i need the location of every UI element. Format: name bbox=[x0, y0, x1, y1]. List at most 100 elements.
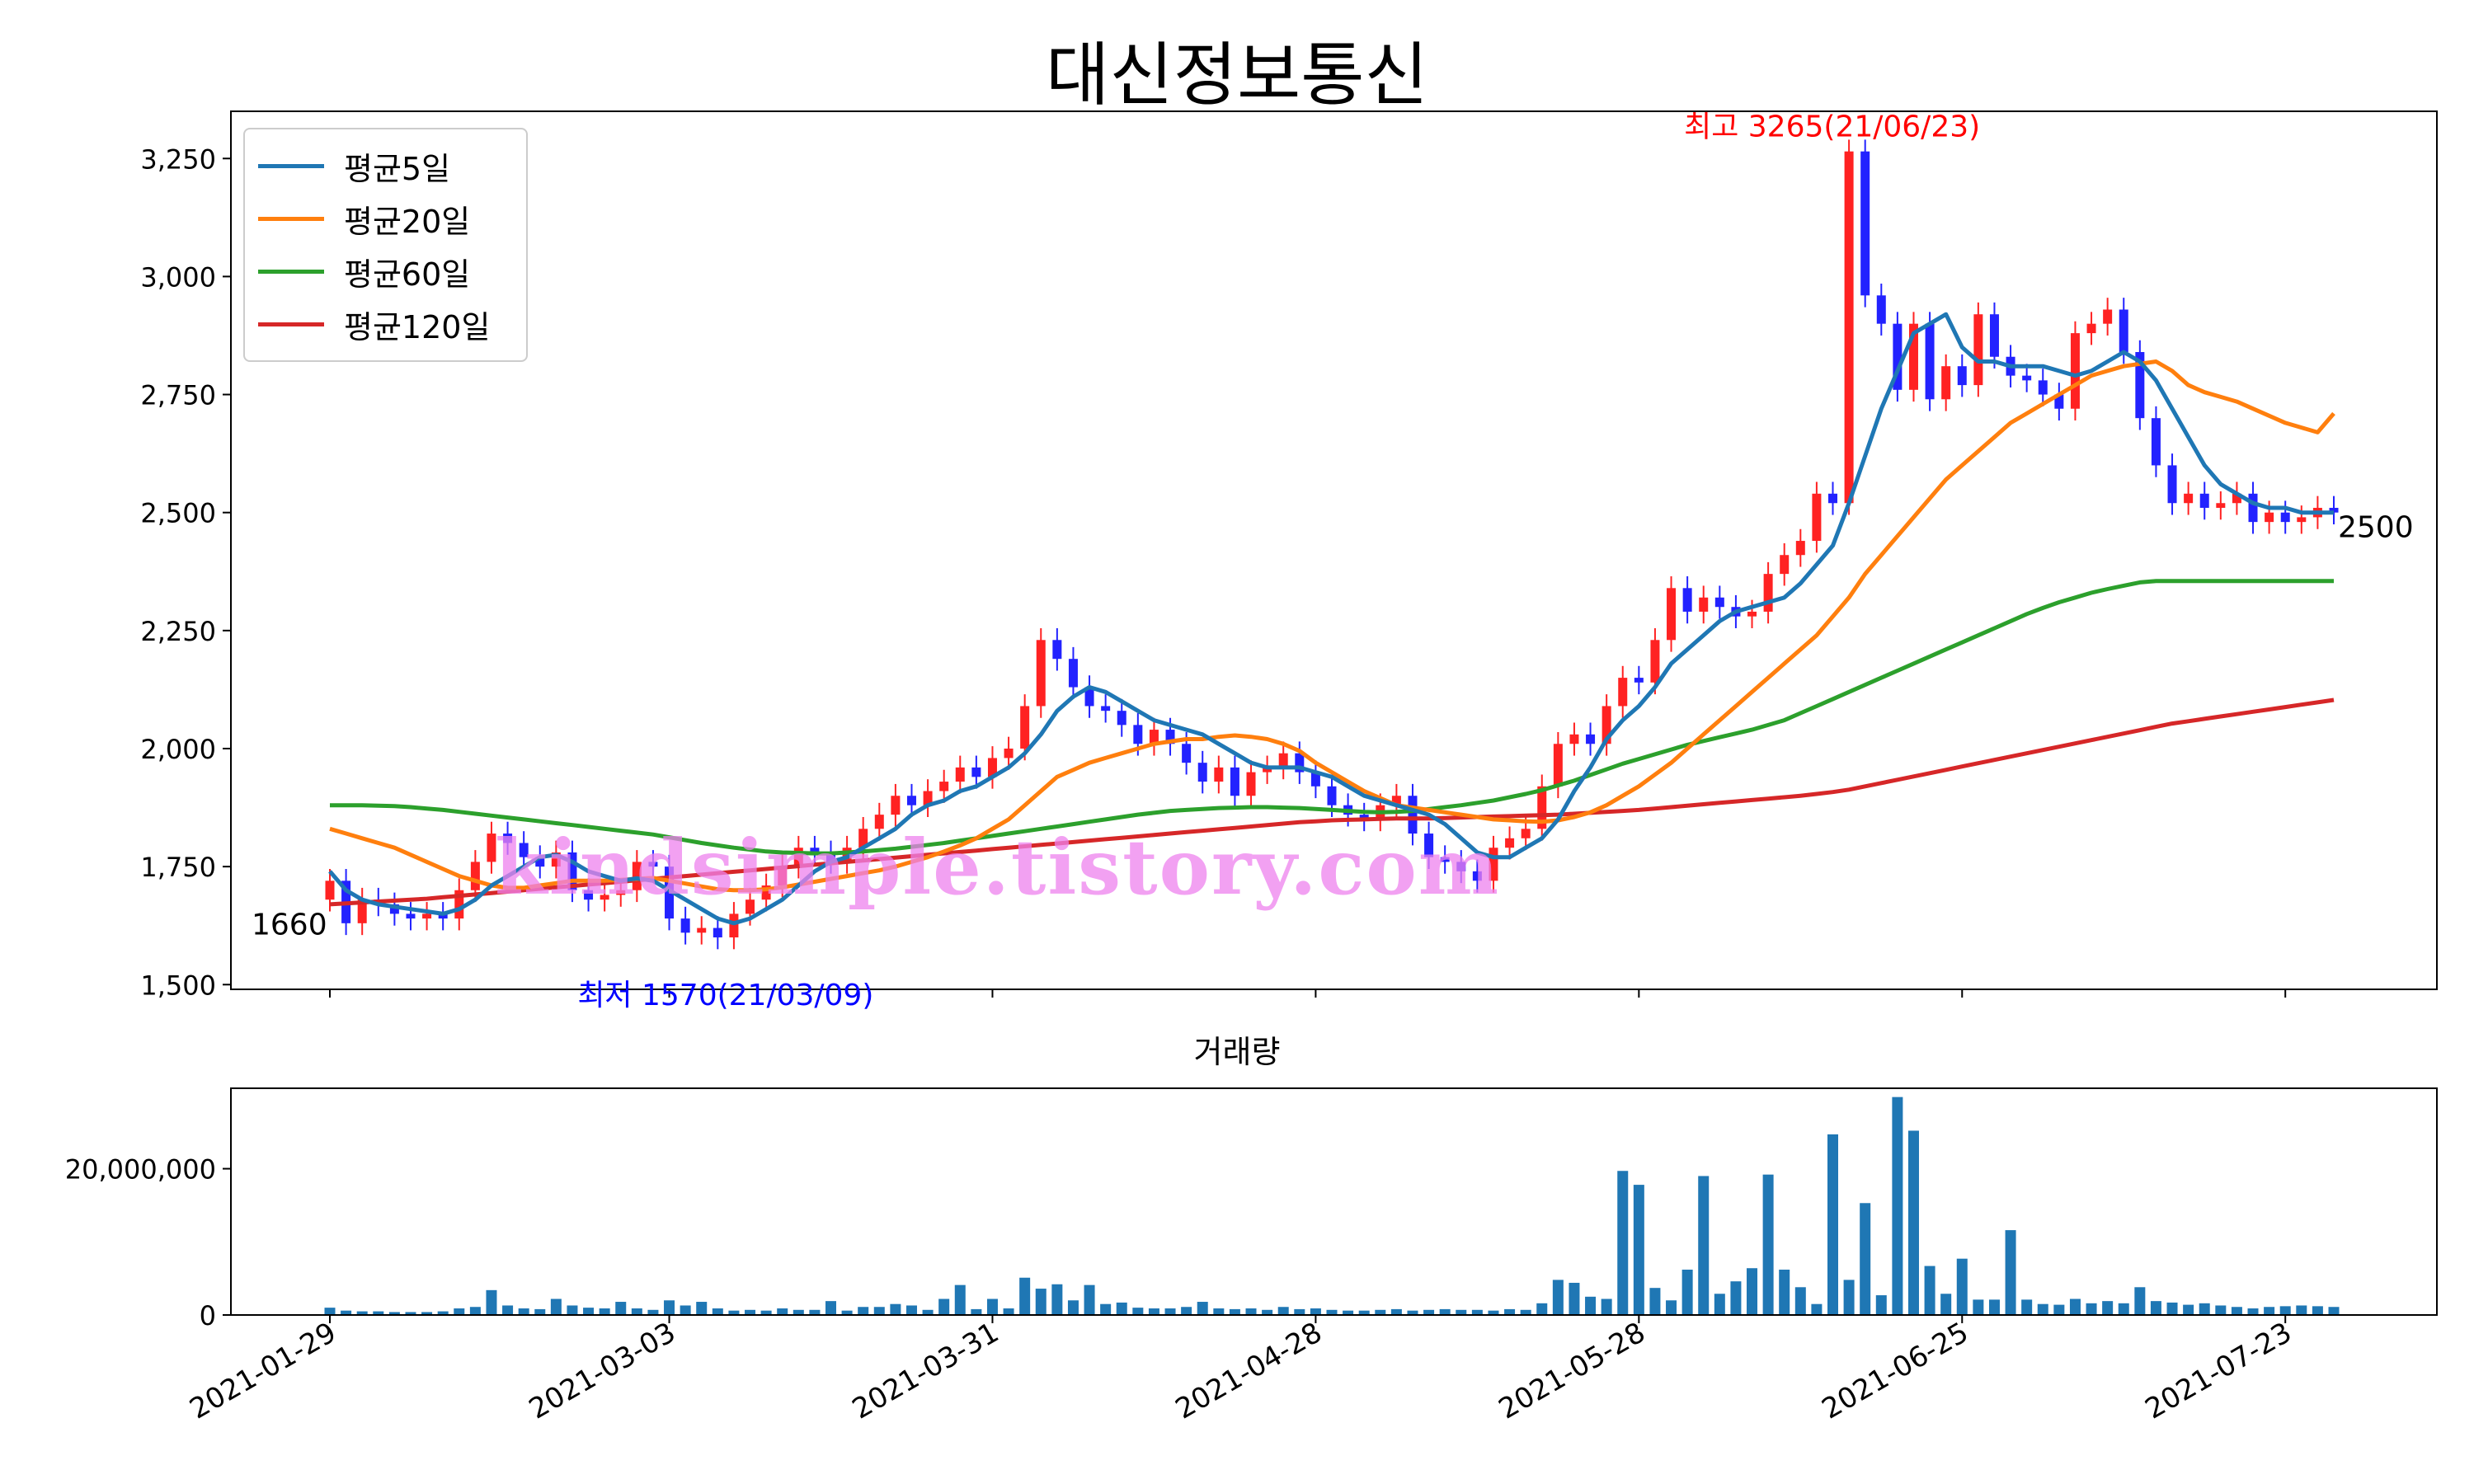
volume-bar bbox=[1423, 1309, 1435, 1315]
x-tick-label: 2021-03-31 bbox=[847, 1316, 1004, 1425]
volume-bar bbox=[922, 1309, 934, 1315]
volume-bar bbox=[1907, 1130, 1919, 1315]
candle-body bbox=[1682, 588, 1692, 612]
candle-body bbox=[1795, 541, 1805, 556]
candle-body bbox=[971, 767, 981, 777]
volume-bar bbox=[388, 1312, 400, 1315]
volume-bar bbox=[341, 1310, 352, 1315]
legend-label-ma120: 평균120일 bbox=[344, 308, 491, 345]
x-tick-label: 2021-04-28 bbox=[1170, 1316, 1328, 1425]
volume-bar bbox=[1794, 1287, 1806, 1315]
volume-bar bbox=[2053, 1304, 2065, 1315]
candle-body bbox=[2167, 465, 2177, 504]
volume-bar bbox=[858, 1307, 869, 1315]
candle-body bbox=[2199, 493, 2209, 508]
volume-bar bbox=[1681, 1270, 1693, 1315]
candle-body bbox=[1230, 767, 1239, 796]
candle-body bbox=[810, 848, 820, 852]
candle-body bbox=[1714, 597, 1724, 608]
high-annotation: 최고 3265(21/06/23) bbox=[1684, 110, 1980, 144]
candle-body bbox=[1876, 295, 1886, 324]
candle-body bbox=[858, 829, 868, 848]
candle-body bbox=[2135, 352, 2145, 419]
volume-bar bbox=[421, 1312, 433, 1315]
candle-body bbox=[906, 796, 916, 805]
candle-body bbox=[1278, 753, 1288, 768]
price-y-tick-label: 2,750 bbox=[140, 380, 216, 411]
candle-body bbox=[1941, 366, 1951, 400]
volume-bar bbox=[2264, 1307, 2275, 1315]
candle-body bbox=[2297, 517, 2307, 523]
legend-swatch-ma120 bbox=[258, 322, 324, 326]
volume-bar bbox=[873, 1307, 885, 1315]
candle-body bbox=[1052, 640, 1062, 660]
candle-body bbox=[1182, 744, 1192, 763]
volume-bar bbox=[567, 1305, 578, 1315]
candle-body bbox=[1036, 640, 1046, 707]
volume-bar bbox=[938, 1298, 950, 1315]
volume-bar bbox=[1924, 1266, 1935, 1315]
volume-bar bbox=[1940, 1294, 1952, 1315]
volume-bar bbox=[1439, 1308, 1451, 1315]
x-tick-label: 2021-05-28 bbox=[1493, 1316, 1651, 1425]
volume-bar bbox=[728, 1310, 740, 1315]
volume-bar bbox=[2150, 1301, 2161, 1315]
volume-bar bbox=[2118, 1303, 2129, 1315]
candle-body bbox=[2151, 418, 2161, 466]
volume-bar bbox=[1714, 1294, 1725, 1315]
candle-body bbox=[1101, 706, 1111, 711]
volume-bar bbox=[1698, 1176, 1710, 1315]
legend-swatch-ma20 bbox=[258, 216, 324, 221]
volume-bar bbox=[905, 1305, 917, 1315]
candle-body bbox=[2086, 323, 2096, 334]
volume-bar bbox=[696, 1302, 708, 1315]
volume-bar bbox=[534, 1308, 546, 1315]
volume-bar bbox=[2296, 1305, 2307, 1315]
volume-bar bbox=[1633, 1185, 1644, 1315]
volume-bar bbox=[1569, 1282, 1580, 1315]
volume-bar bbox=[615, 1302, 627, 1315]
volume-plot-frame bbox=[230, 1087, 2438, 1316]
candle-body bbox=[680, 918, 690, 933]
candle-body bbox=[2280, 512, 2290, 523]
candle-body bbox=[923, 791, 933, 805]
candle-body bbox=[1149, 730, 1159, 744]
candle-body bbox=[891, 796, 901, 815]
candle-body bbox=[1263, 767, 1272, 773]
volume-bar bbox=[2231, 1307, 2242, 1315]
volume-bar bbox=[777, 1308, 788, 1315]
volume-bar bbox=[2199, 1303, 2210, 1315]
candle-body bbox=[2070, 333, 2080, 409]
volume-bar bbox=[680, 1305, 691, 1315]
volume-bar bbox=[324, 1308, 336, 1315]
candle-body bbox=[1537, 786, 1547, 829]
volume-bar bbox=[712, 1308, 723, 1315]
volume-bar bbox=[825, 1301, 836, 1315]
candle-body bbox=[2232, 493, 2241, 504]
line-ma60 bbox=[330, 579, 2334, 856]
volume-bar bbox=[1213, 1308, 1225, 1315]
candle-body bbox=[2265, 512, 2274, 523]
volume-bar bbox=[1358, 1310, 1370, 1315]
volume-bar bbox=[986, 1298, 998, 1315]
candle-body bbox=[1602, 706, 1611, 744]
volume-bar bbox=[2069, 1298, 2081, 1315]
volume-bar bbox=[1536, 1303, 1548, 1315]
candle-body bbox=[1165, 730, 1175, 744]
candle-body bbox=[389, 904, 399, 914]
candle-body bbox=[470, 862, 480, 890]
volume-bar bbox=[1779, 1270, 1790, 1315]
volume-bar bbox=[1132, 1308, 1144, 1315]
candle-body bbox=[1553, 744, 1563, 787]
candle-body bbox=[1359, 815, 1369, 819]
volume-bar bbox=[1051, 1284, 1063, 1315]
candle-body bbox=[1214, 767, 1224, 782]
candle-body bbox=[2103, 309, 2113, 324]
candle-body bbox=[1973, 314, 1983, 386]
volume-bar bbox=[2166, 1302, 2178, 1315]
candle-body bbox=[778, 866, 788, 886]
volume-bar bbox=[469, 1307, 481, 1315]
volume-bar bbox=[1197, 1302, 1208, 1315]
candle-body bbox=[519, 843, 529, 857]
